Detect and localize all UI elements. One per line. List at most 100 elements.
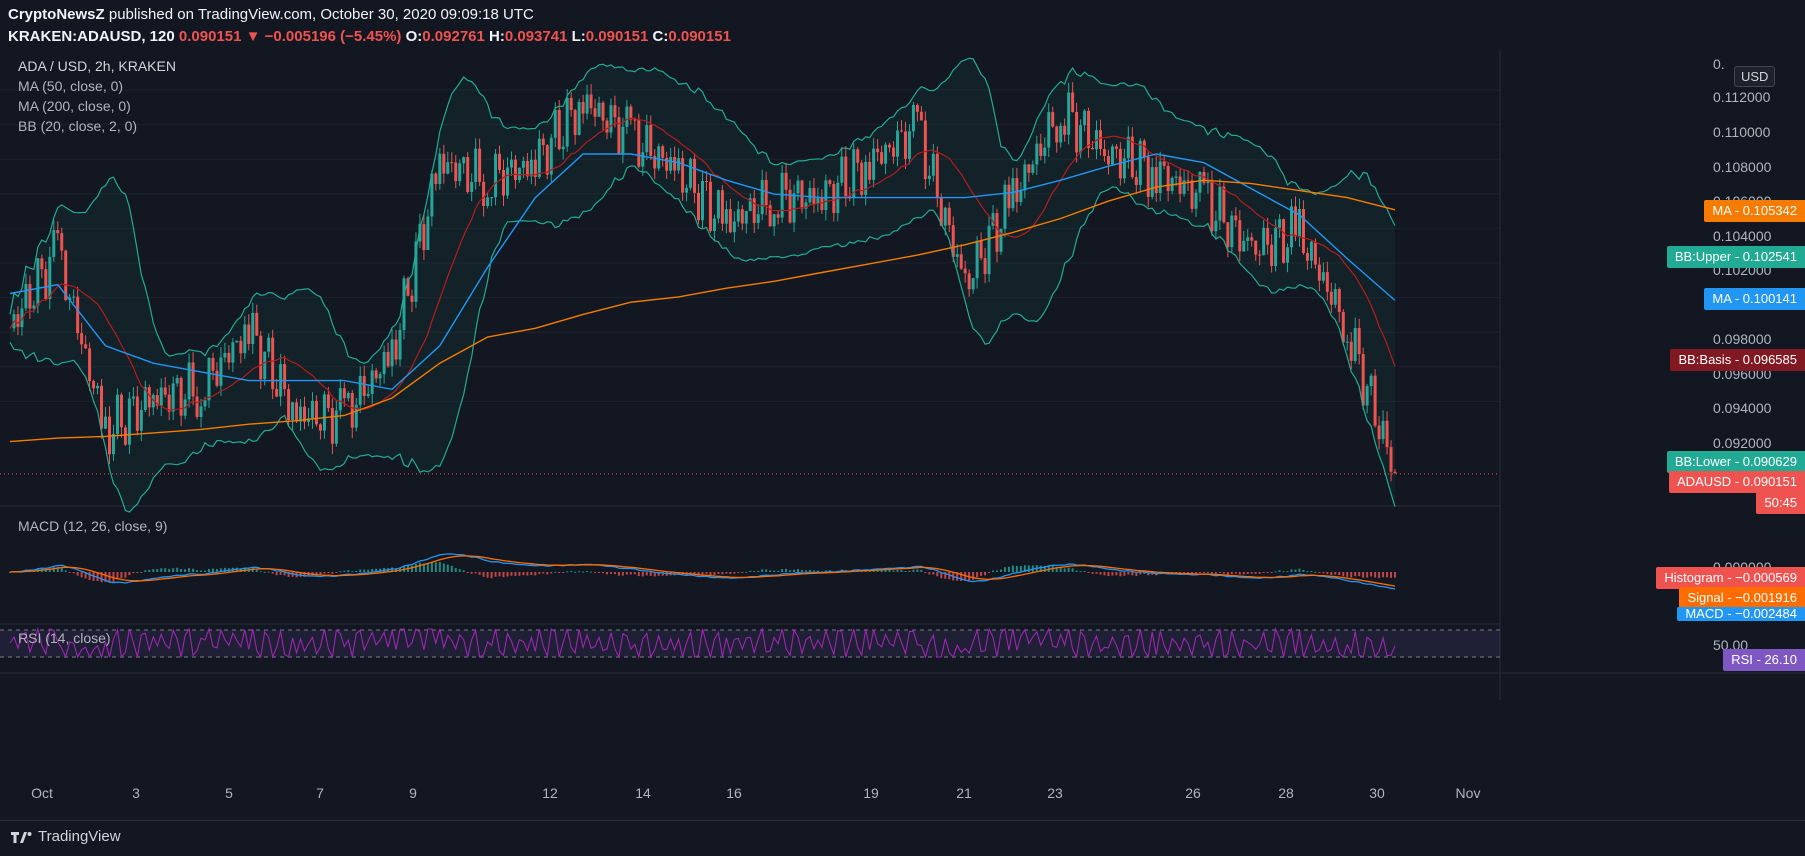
legend-ma50[interactable]: MA (50, close, 0) [18,78,124,94]
macd-histogram-bar [64,570,67,572]
macd-histogram-bar [765,569,768,572]
macd-histogram-bar [168,568,171,572]
macd-histogram-bar [1306,571,1309,573]
candle-body [653,155,657,169]
macd-histogram-bar [442,563,445,572]
macd-histogram-bar [1382,572,1385,578]
author-name[interactable]: CryptoNewsZ [8,6,105,23]
candle-body [147,387,151,408]
candle-body [601,102,605,121]
macd-histogram-bar [144,570,147,572]
macd-histogram-bar [192,568,195,572]
candle-body [1146,157,1150,197]
legend-bb[interactable]: BB (20, close, 2, 0) [18,118,138,134]
macd-histogram-bar [335,572,338,573]
candle-body [1011,178,1015,209]
candle-body [800,180,804,209]
macd-histogram-bar [812,570,815,572]
macd-histogram-bar [60,567,63,572]
candle-body [450,162,454,164]
candle-body [314,400,318,425]
candle-body [370,370,374,394]
macd-histogram-bar [880,570,883,572]
macd-histogram-bar [633,572,636,575]
candle-body [1369,375,1373,387]
candle-body [661,146,665,158]
macd-histogram-bar [1346,572,1349,577]
tradingview-logo[interactable]: TradingView [10,828,121,845]
macd-histogram-bar [558,572,561,573]
macd-histogram-bar [562,572,565,573]
macd-histogram-bar [1195,572,1198,574]
candle-body [864,161,868,195]
candle-body [474,148,478,182]
candle-body [1297,208,1301,237]
candle-body [1333,289,1337,305]
candle-body [708,181,712,232]
legend-rsi[interactable]: RSI (14, close) [18,630,111,646]
candle-body [633,119,637,121]
macd-histogram-bar [1290,569,1293,572]
legend-macd[interactable]: MACD (12, 26, close, 9) [18,518,168,534]
candle-body [1254,240,1258,255]
macd-histogram-bar [542,572,545,574]
price-tick: 0.112000 [1713,89,1771,105]
macd-histogram-bar [355,570,358,572]
candle-body [283,364,287,390]
candle-body [1194,192,1198,209]
candle-body [1063,125,1067,135]
candle-body [1242,240,1246,252]
price-change: −0.005196 (−5.45%) [264,28,402,45]
macd-histogram-bar [872,570,875,572]
candle-body [872,148,876,180]
macd-histogram-bar [124,572,127,578]
ma50-line [9,153,1396,391]
candle-body [565,97,569,147]
price-chart[interactable] [0,50,1805,820]
candle-body [1226,222,1230,248]
macd-histogram-bar [446,564,449,572]
macd-histogram-bar [1115,572,1118,576]
macd-histogram-bar [462,570,465,572]
macd-histogram-bar [219,568,222,572]
macd-histogram-bar [9,572,11,573]
currency-button[interactable]: USD [1734,66,1776,87]
time-tick: 9 [409,785,417,801]
macd-histogram-bar [797,569,800,572]
candle-body [1138,140,1142,185]
macd-histogram-bar [263,571,266,573]
candle-body [1377,425,1381,440]
candle-body [1158,161,1162,194]
candle-body [963,268,967,274]
legend-ma200[interactable]: MA (200, close, 0) [18,98,131,114]
candle-body [1055,126,1059,143]
candle-body [1019,190,1023,203]
time-tick: 21 [956,785,972,801]
macd-histogram-bar [916,569,919,572]
candle-body [235,340,239,343]
signal-line [9,555,1396,587]
candle-body [1234,215,1238,221]
candle-body [303,406,307,422]
candle-body [613,105,617,118]
candle-body [259,335,263,380]
macd-histogram-bar [1103,572,1106,576]
macd-histogram-bar [215,569,218,572]
candle-body [267,337,271,352]
candle-body [649,125,653,156]
candle-body [1353,328,1357,361]
candle-body [414,241,418,302]
candle-body [669,157,673,171]
candle-body [732,221,736,233]
macd-histogram-bar [578,571,581,573]
price-tick: 0.094000 [1713,400,1772,416]
macd-histogram-bar [781,569,784,572]
macd-histogram-bar [1386,572,1389,578]
candle-body [1126,136,1130,159]
macd-histogram-bar [645,572,648,576]
candle-body [995,213,999,252]
macd-histogram-bar [721,572,724,575]
macd-histogram-bar [1366,572,1369,578]
macd-histogram-bar [530,572,533,576]
candle-body [513,159,517,180]
